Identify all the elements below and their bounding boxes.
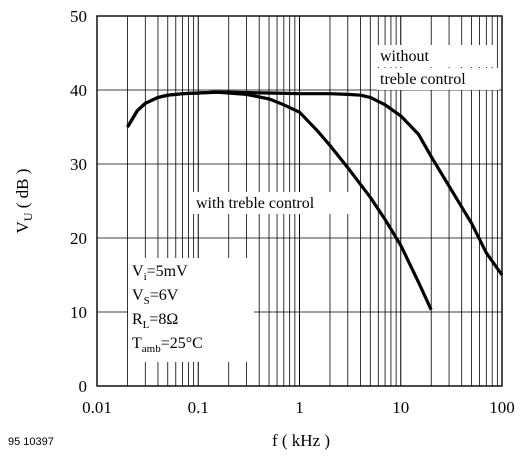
condition-3: Tamb=25°C — [132, 335, 203, 355]
y-tick-label: 20 — [70, 229, 87, 248]
x-axis-label: f ( kHz ) — [272, 431, 330, 450]
series-line-without-treble-control — [126, 90, 504, 276]
x-tick-label: 0.1 — [188, 398, 209, 417]
x-tick-label: 0.01 — [82, 398, 112, 417]
y-tick-label: 10 — [70, 303, 87, 322]
y-tick-label: 0 — [79, 377, 88, 396]
y-axis-label: VU ( dB ) — [13, 169, 35, 234]
figure-id: 95 10397 — [8, 436, 54, 448]
x-tick-label: 1 — [295, 398, 304, 417]
plot-frame — [96, 15, 503, 387]
x-tick-label: 10 — [392, 398, 409, 417]
label-background — [192, 192, 358, 214]
label-with-treble: with treble control — [196, 195, 315, 212]
condition-0: Vi=5mV — [132, 263, 188, 283]
test-conditions: Vi=5mV VS=6V RL=8Ω Tamb=25°C — [128, 258, 254, 362]
label-background — [377, 45, 495, 67]
y-axis-label-unit: ( dB ) — [13, 169, 32, 209]
label-without-line1: without — [380, 48, 429, 65]
x-tick-label: 100 — [489, 398, 515, 417]
condition-2: RL=8Ω — [132, 311, 178, 331]
y-axis-label-sub: U — [21, 212, 35, 221]
series-layer — [126, 45, 504, 311]
label-background — [377, 68, 499, 90]
label-without-line2: treble control — [380, 71, 466, 88]
y-tick-label: 30 — [70, 155, 87, 174]
y-axis-label-main: V — [13, 220, 32, 233]
tick-labels: 0 10 20 30 40 50 0.01 0.1 1 10 100 — [70, 7, 515, 417]
y-tick-label: 50 — [70, 7, 87, 26]
condition-1: VS=6V — [132, 287, 179, 307]
svg-text:VU ( dB ): VU ( dB ) — [13, 169, 35, 234]
conditions-background — [128, 258, 254, 362]
y-tick-label: 40 — [70, 81, 87, 100]
series-line-with-treble-control — [126, 90, 433, 311]
